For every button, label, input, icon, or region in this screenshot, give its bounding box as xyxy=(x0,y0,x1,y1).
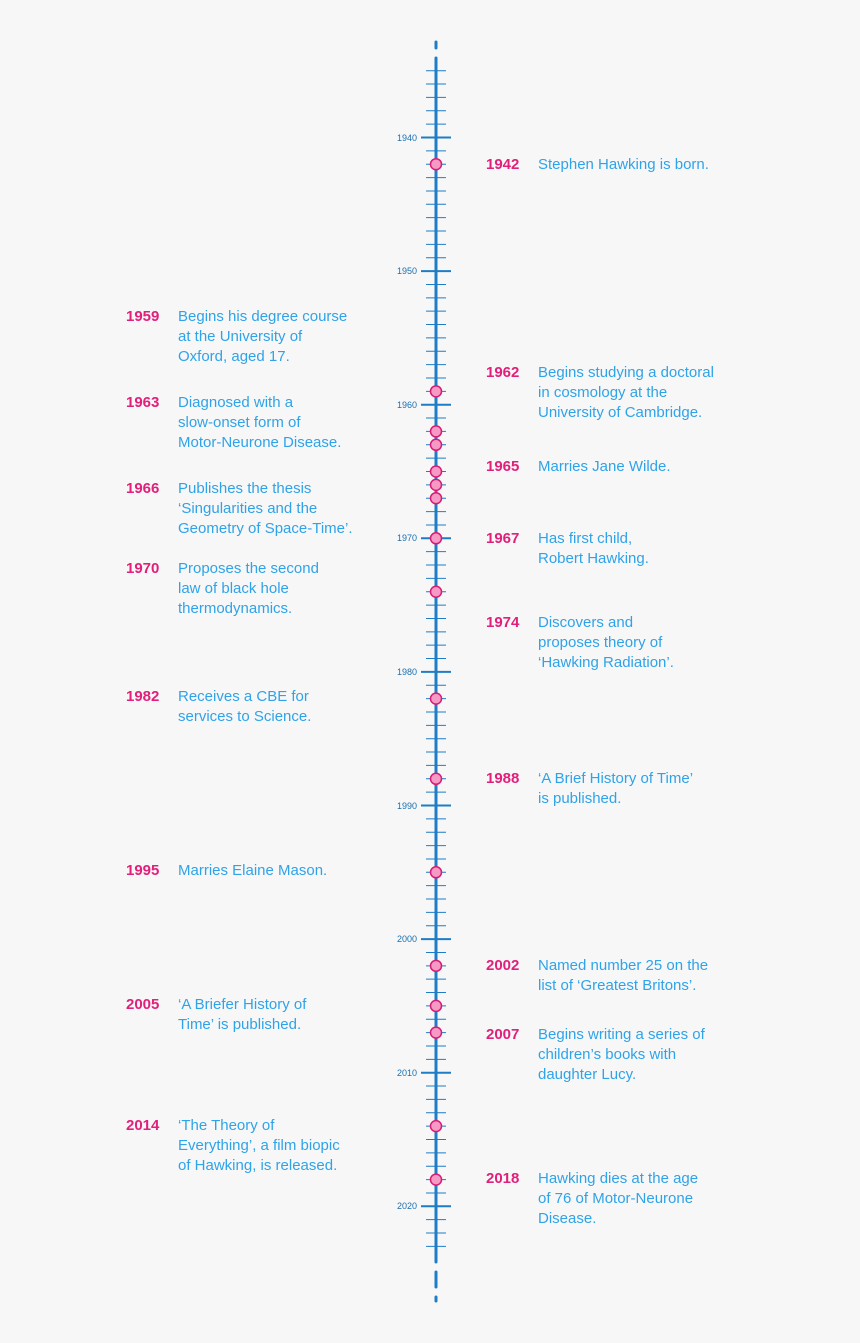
event-description: Has first child, Robert Hawking. xyxy=(538,530,649,567)
event-description: Begins studying a doctoral in cosmology … xyxy=(538,364,714,421)
axis-label-2010: 2010 xyxy=(396,1067,417,1078)
event-marker-1959 xyxy=(429,385,443,398)
event-description: Hawking dies at the age of 76 of Motor-N… xyxy=(538,1170,699,1227)
event-right-2002: 2002 Named number 25 on the list of ‘Gre… xyxy=(486,956,756,996)
event-right-1988: 1988 ‘A Brief History of Time’ is publis… xyxy=(486,769,756,809)
event-right-1942: 1942 Stephen Hawking is born. xyxy=(486,155,756,175)
event-year: 1982 xyxy=(126,688,160,705)
event-marker-1974 xyxy=(429,585,443,598)
axis-label-2020: 2020 xyxy=(396,1201,417,1212)
event-description: Discovers and proposes theory of ‘Hawkin… xyxy=(538,614,674,671)
event-year: 1995 xyxy=(126,862,160,879)
event-year: 1963 xyxy=(126,394,160,411)
event-marker-2005 xyxy=(429,999,443,1013)
event-year: 2005 xyxy=(126,996,160,1013)
event-description: Receives a CBE for services to Science. xyxy=(178,688,312,725)
event-description: Proposes the second law of black hole th… xyxy=(178,560,319,617)
event-left-1959: 1959 Begins his degree course at the Uni… xyxy=(126,307,386,367)
event-left-2005: 2005 ‘A Briefer History of Time’ is publ… xyxy=(126,995,386,1035)
event-left-1982: 1982 Receives a CBE for services to Scie… xyxy=(126,687,386,727)
event-year: 1966 xyxy=(126,480,160,497)
event-right-1962: 1962 Begins studying a doctoral in cosmo… xyxy=(486,363,756,423)
event-right-2018: 2018 Hawking dies at the age of 76 of Mo… xyxy=(486,1169,756,1229)
event-marker-2007 xyxy=(429,1026,443,1039)
event-year: 2007 xyxy=(486,1026,520,1043)
event-year: 1965 xyxy=(486,458,520,475)
event-description: Named number 25 on the list of ‘Greatest… xyxy=(538,957,709,994)
event-right-2007: 2007 Begins writing a series of children… xyxy=(486,1025,756,1085)
axis-label-1940: 1940 xyxy=(396,132,417,143)
event-right-1967: 1967 Has first child, Robert Hawking. xyxy=(486,529,756,569)
event-year: 1962 xyxy=(486,364,520,381)
event-left-2014: 2014 ‘The Theory of Everything’, a film … xyxy=(126,1116,386,1176)
event-marker-1988 xyxy=(429,772,443,786)
event-description: Stephen Hawking is born. xyxy=(538,156,709,173)
event-year: 1974 xyxy=(486,614,520,631)
event-year: 1967 xyxy=(486,530,520,547)
event-year: 2014 xyxy=(126,1117,160,1134)
event-description: Begins his degree course at the Universi… xyxy=(178,308,348,365)
event-left-1966: 1966 Publishes the thesis ‘Singularities… xyxy=(126,479,386,539)
axis-label-2000: 2000 xyxy=(396,934,417,945)
event-description: ‘A Briefer History of Time’ is published… xyxy=(178,996,307,1033)
event-description: ‘A Brief History of Time’ is published. xyxy=(538,770,694,807)
event-left-1963: 1963 Diagnosed with a slow-onset form of… xyxy=(126,393,386,453)
event-right-1974: 1974 Discovers and proposes theory of ‘H… xyxy=(486,613,756,673)
event-right-1965: 1965 Marries Jane Wilde. xyxy=(486,457,756,477)
event-year: 1970 xyxy=(126,560,160,577)
event-left-1970: 1970 Proposes the second law of black ho… xyxy=(126,559,386,619)
event-marker-1962 xyxy=(429,425,443,438)
event-marker-2014 xyxy=(429,1119,443,1133)
event-marker-1995 xyxy=(429,866,443,879)
event-description: Publishes the thesis ‘Singularities and … xyxy=(178,480,353,537)
event-marker-1965 xyxy=(429,465,443,478)
event-description: Begins writing a series of children’s bo… xyxy=(538,1026,705,1083)
event-marker-1966 xyxy=(429,478,443,492)
event-marker-1982 xyxy=(429,692,443,705)
event-marker-1970 xyxy=(429,532,443,545)
event-description: ‘The Theory of Everything’, a film biopi… xyxy=(178,1117,340,1174)
axis-label-1970: 1970 xyxy=(396,533,417,544)
event-year: 2002 xyxy=(486,957,520,974)
event-year: 1942 xyxy=(486,156,520,173)
event-description: Marries Jane Wilde. xyxy=(538,458,671,475)
event-year: 1988 xyxy=(486,770,520,787)
axis-label-1980: 1980 xyxy=(396,666,417,677)
event-left-1995: 1995 Marries Elaine Mason. xyxy=(126,861,386,881)
event-marker-1967 xyxy=(429,491,443,505)
axis-label-1950: 1950 xyxy=(396,266,417,277)
event-description: Diagnosed with a slow-onset form of Moto… xyxy=(178,394,342,451)
event-marker-2002 xyxy=(429,959,443,973)
event-marker-1942 xyxy=(429,157,443,171)
event-marker-2018 xyxy=(429,1173,443,1186)
event-marker-1963 xyxy=(429,438,443,452)
axis-label-1960: 1960 xyxy=(396,399,417,410)
event-year: 2018 xyxy=(486,1170,520,1187)
event-year: 1959 xyxy=(126,308,160,325)
event-description: Marries Elaine Mason. xyxy=(178,862,328,879)
axis-label-1990: 1990 xyxy=(396,800,417,811)
